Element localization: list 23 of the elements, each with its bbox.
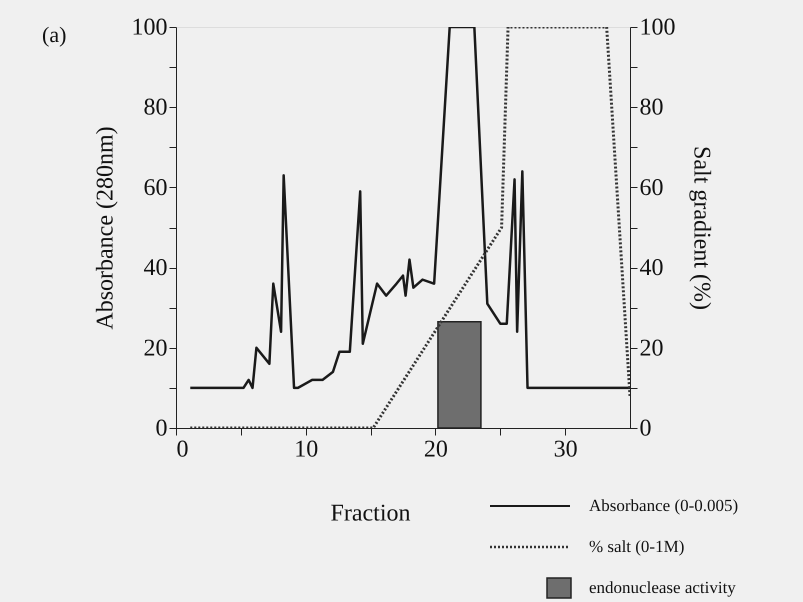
y2-tick-label: 0 xyxy=(640,416,652,442)
legend-label: endonuclease activity xyxy=(589,578,736,597)
x-tick-label: 0 xyxy=(176,436,188,462)
y-tick-label: 100 xyxy=(132,14,168,40)
y2-axis-title: Salt gradient (%) xyxy=(688,146,714,310)
x-tick-label: 20 xyxy=(424,436,448,462)
y2-tick-label: 100 xyxy=(640,14,676,40)
x-tick-label: 10 xyxy=(294,436,318,462)
y-tick-label: 0 xyxy=(156,416,168,442)
y-tick-label: 80 xyxy=(144,94,168,121)
y2-tick-label: 80 xyxy=(640,94,664,121)
x-axis-title: Fraction xyxy=(330,500,410,526)
chart-title: (a) xyxy=(42,22,66,47)
y-tick-label: 20 xyxy=(144,335,168,362)
y2-tick-label: 20 xyxy=(640,335,664,362)
y2-tick-label: 60 xyxy=(640,174,664,201)
y-tick-label: 40 xyxy=(144,255,168,282)
y2-tick-label: 40 xyxy=(640,255,664,282)
y-tick-label: 60 xyxy=(144,174,168,201)
x-tick-label: 30 xyxy=(554,436,578,462)
y-axis-title: Absorbance (280nm) xyxy=(92,126,118,330)
legend-label: % salt (0-1M) xyxy=(589,537,684,556)
legend-label: Absorbance (0-0.005) xyxy=(589,496,738,515)
